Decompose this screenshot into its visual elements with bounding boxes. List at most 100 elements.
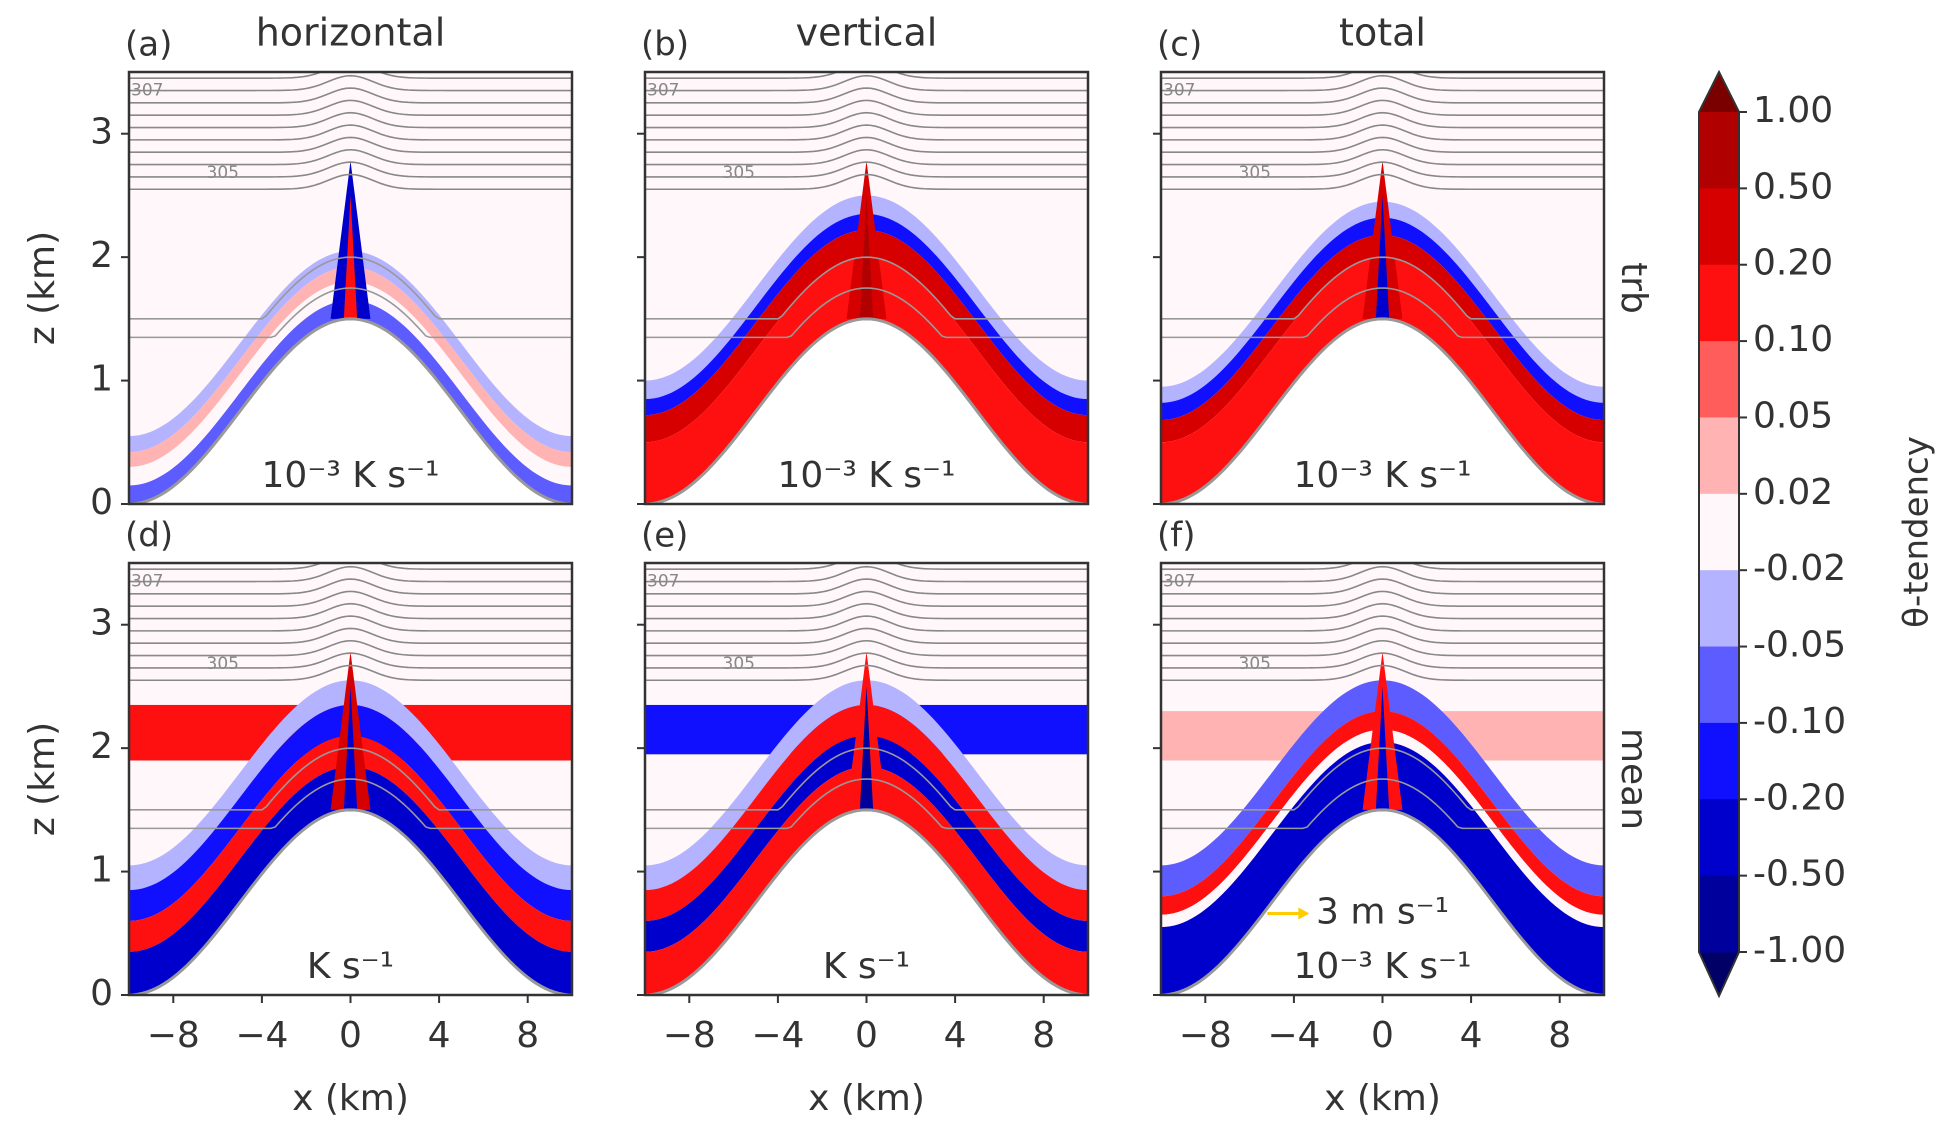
isentrope xyxy=(129,74,572,92)
isentrope xyxy=(1161,563,1604,570)
isentrope xyxy=(1161,652,1604,669)
field-band xyxy=(129,267,572,467)
isentrope xyxy=(645,778,1088,830)
field-band xyxy=(129,766,572,995)
colorbar-bin xyxy=(1699,875,1739,953)
x-tick-label: 8 xyxy=(1548,1015,1571,1056)
frame xyxy=(127,70,574,506)
contour-label: 307 xyxy=(647,81,679,101)
contour-label: 305 xyxy=(1239,163,1271,183)
column-title: vertical xyxy=(796,11,938,55)
x-tick-label: 4 xyxy=(1460,1015,1483,1056)
colorbar-bin xyxy=(1699,646,1739,724)
colorbar-extend xyxy=(1699,952,1739,996)
x-tick-label: 8 xyxy=(516,1015,539,1056)
terrain-line xyxy=(1161,808,1604,995)
field-band xyxy=(1161,711,1604,915)
vector-key-head xyxy=(1298,907,1310,920)
field-band xyxy=(645,213,1088,416)
x-tick-label: 0 xyxy=(855,1015,878,1056)
isentrope xyxy=(1161,99,1604,116)
terrain-mask xyxy=(645,809,1088,995)
colorbar-bin xyxy=(1699,799,1739,877)
vector-key-label: 3 m s⁻¹ xyxy=(1316,892,1449,933)
y-tick-label: 2 xyxy=(90,235,113,276)
units-label: 10⁻³ K s⁻¹ xyxy=(1294,946,1472,987)
field-band xyxy=(645,704,1088,921)
column-title: total xyxy=(1339,11,1426,55)
isentrope xyxy=(645,565,1088,583)
field-band xyxy=(129,680,572,891)
isentrope xyxy=(129,256,572,320)
colorbar-tick-label: 0.50 xyxy=(1753,166,1833,207)
isentrope xyxy=(1161,74,1604,92)
colorbar-bin xyxy=(1699,264,1739,342)
colorbar-bin xyxy=(1699,188,1739,266)
isentrope xyxy=(645,590,1088,608)
panel-label: (b) xyxy=(641,25,689,65)
isentrope xyxy=(129,111,572,129)
panel-label: (e) xyxy=(641,516,688,556)
units-label: 10⁻³ K s⁻¹ xyxy=(778,455,956,496)
field-band xyxy=(1161,729,1604,928)
units-label: K s⁻¹ xyxy=(823,946,910,987)
isentrope xyxy=(1161,590,1604,608)
isentrope xyxy=(129,563,572,570)
panel xyxy=(645,563,1088,995)
x-tick-label: 4 xyxy=(944,1015,967,1056)
contour-label: 307 xyxy=(1163,81,1195,101)
isentrope xyxy=(645,256,1088,320)
isentrope xyxy=(129,72,572,79)
contour-label: 305 xyxy=(1239,654,1271,674)
isentrope xyxy=(129,287,572,339)
panel-label: (c) xyxy=(1157,25,1202,65)
colorbar-extend xyxy=(1699,72,1739,112)
colorbar-tick-label: -0.02 xyxy=(1753,548,1846,589)
frame xyxy=(643,70,1090,506)
x-tick-label: 8 xyxy=(1032,1015,1055,1056)
panel xyxy=(129,72,572,504)
field-band xyxy=(129,300,572,504)
isentrope xyxy=(1161,664,1604,682)
isentrope xyxy=(1161,124,1604,141)
contour-label: 305 xyxy=(207,654,239,674)
isentrope xyxy=(129,627,572,645)
y-axis-label: z (km) xyxy=(22,722,63,836)
isentrope xyxy=(129,747,572,811)
isentrope xyxy=(129,173,572,191)
isentrope xyxy=(129,615,572,632)
contour-label: 305 xyxy=(723,654,755,674)
isentrope xyxy=(129,124,572,141)
terrain-mask xyxy=(129,318,572,504)
isentrope xyxy=(1161,87,1604,104)
isentrope xyxy=(645,627,1088,645)
x-axis-label: x (km) xyxy=(292,1078,409,1119)
isentrope xyxy=(645,136,1088,154)
isentrope xyxy=(129,578,572,595)
field-band xyxy=(645,229,1088,443)
y-tick-label: 3 xyxy=(90,603,113,644)
isentrope xyxy=(1161,615,1604,632)
field-band xyxy=(645,766,1088,995)
isentrope xyxy=(129,602,572,620)
x-tick-label: −4 xyxy=(1267,1015,1320,1056)
x-tick-label: −4 xyxy=(235,1015,288,1056)
colorbar-tick-label: 0.05 xyxy=(1753,395,1833,436)
isentrope xyxy=(645,652,1088,669)
isentrope xyxy=(129,99,572,116)
contour-label: 305 xyxy=(723,163,755,183)
y-axis-label: z (km) xyxy=(22,231,63,345)
isentrope xyxy=(1161,136,1604,154)
isentrope xyxy=(129,664,572,682)
y-tick-label: 3 xyxy=(90,112,113,153)
terrain-line xyxy=(1161,317,1604,504)
colorbar-bin xyxy=(1699,722,1739,800)
isentrope xyxy=(645,747,1088,811)
panel-label: (a) xyxy=(125,25,172,65)
colorbar-label: θ-tendency xyxy=(1897,436,1937,628)
isentrope xyxy=(645,74,1088,92)
field-band xyxy=(645,195,1088,400)
y-tick-label: 1 xyxy=(90,359,113,400)
field-band xyxy=(645,735,1088,952)
